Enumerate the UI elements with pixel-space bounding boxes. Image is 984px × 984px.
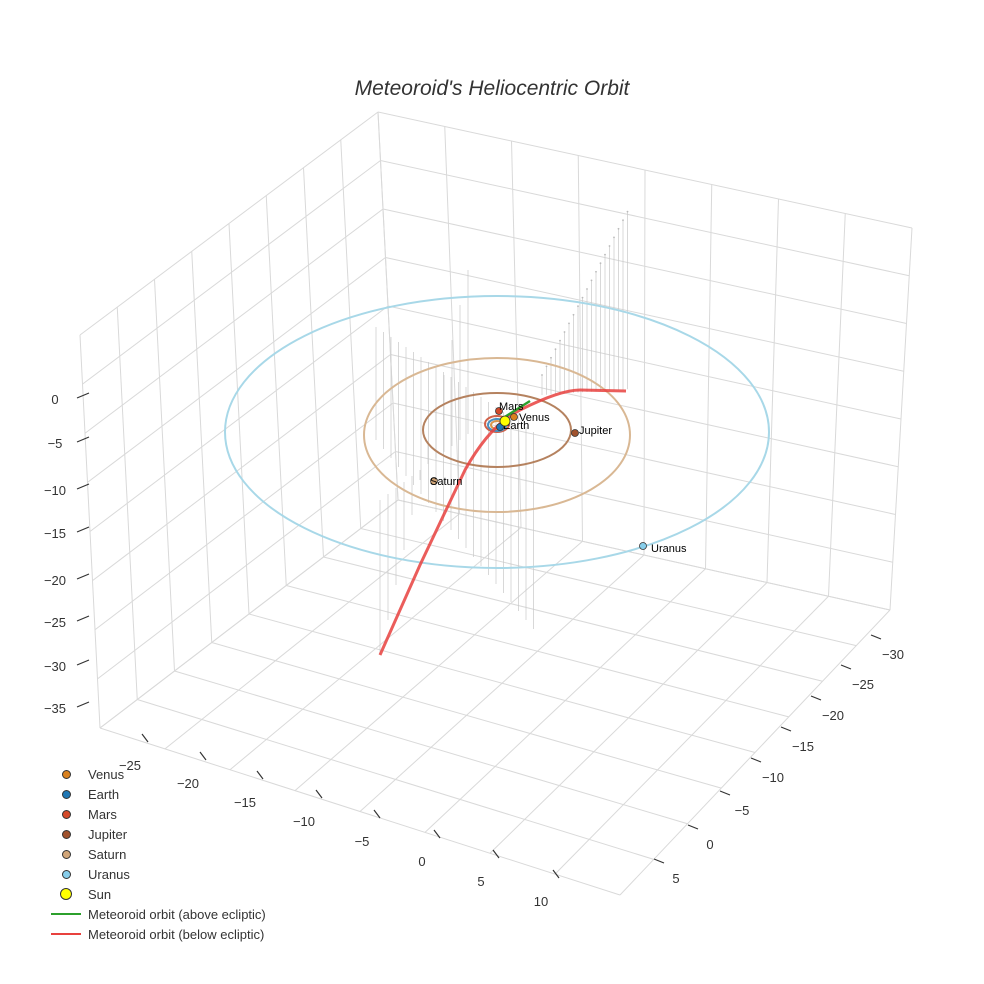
legend-label: Jupiter xyxy=(88,826,128,842)
meteoroid-drop-lines xyxy=(375,210,629,655)
mars-marker xyxy=(495,407,503,415)
legend-symbol xyxy=(44,888,88,900)
y-tick-label: −30 xyxy=(882,647,904,662)
legend-item[interactable]: Saturn xyxy=(44,844,266,864)
venus-label: Venus xyxy=(519,412,550,424)
x-tick-label: −15 xyxy=(234,795,256,810)
legend-item[interactable]: Mars xyxy=(44,804,266,824)
jupiter-marker xyxy=(571,429,579,437)
y-tick-label: −10 xyxy=(762,770,784,785)
planet-orbits xyxy=(224,295,770,569)
legend-symbol xyxy=(44,809,88,819)
legend-item[interactable]: Jupiter xyxy=(44,824,266,844)
z-tick-label: −5 xyxy=(48,436,63,451)
legend-symbol xyxy=(44,769,88,779)
meteoroid-below-line xyxy=(378,388,627,656)
y-tick-label: −20 xyxy=(822,708,844,723)
x-tick-label: 10 xyxy=(534,894,548,909)
legend-label: Mars xyxy=(88,806,117,822)
legend-label: Saturn xyxy=(88,846,127,862)
x-tick-label: 5 xyxy=(477,874,484,889)
y-tick-label: −5 xyxy=(735,803,750,818)
saturn-label: Saturn xyxy=(430,476,462,488)
legend-label: Uranus xyxy=(88,866,130,882)
saturn-marker xyxy=(430,477,438,485)
x-tick-label: 0 xyxy=(418,854,425,869)
legend-item[interactable]: Venus xyxy=(44,764,266,784)
y-tick-label: 0 xyxy=(706,837,713,852)
x-tick-label: −20 xyxy=(177,776,199,791)
axis-ticks: 0 −5 −10 −15 −20 −25 −30 −35 −25 −20 −15 −10 −5 0 5 10 −… xyxy=(44,392,904,909)
uranus-marker xyxy=(639,542,647,550)
chart-title: Meteoroid's Heliocentric Orbit xyxy=(355,77,631,100)
z-tick-label: 0 xyxy=(51,392,58,407)
mars-label: Mars xyxy=(499,401,524,413)
z-tick-label: −15 xyxy=(44,526,66,541)
legend-label: Sun xyxy=(88,886,112,902)
legend-label: Meteoroid orbit (below ecliptic) xyxy=(88,926,265,942)
z-tick-label: −30 xyxy=(44,659,66,674)
legend: Venus Earth Mars Jupiter Saturn Uranus Sun Mete… xyxy=(44,764,266,944)
legend-symbol xyxy=(44,849,88,859)
sun-marker xyxy=(499,415,511,427)
axis-grid xyxy=(79,111,913,896)
legend-item[interactable]: Sun xyxy=(44,884,266,904)
legend-item[interactable]: Earth xyxy=(44,784,266,804)
venus-marker xyxy=(510,413,518,421)
x-tick-label: −10 xyxy=(293,814,315,829)
uranus-label: Uranus xyxy=(651,543,687,555)
legend-label: Earth xyxy=(88,786,120,802)
legend-symbol xyxy=(44,913,88,915)
x-tick-label: −25 xyxy=(119,758,141,773)
legend-symbol xyxy=(44,869,88,879)
legend-label: Meteoroid orbit (above ecliptic) xyxy=(88,906,266,922)
legend-item[interactable]: Meteoroid orbit (above ecliptic) xyxy=(44,904,266,924)
x-tick-label: −5 xyxy=(355,834,370,849)
y-tick-label: 5 xyxy=(672,871,679,886)
y-tick-label: −25 xyxy=(852,677,874,692)
z-tick-label: −20 xyxy=(44,573,66,588)
z-tick-label: −10 xyxy=(44,483,66,498)
z-tick-label: −35 xyxy=(44,701,66,716)
legend-item[interactable]: Uranus xyxy=(44,864,266,884)
legend-label: Venus xyxy=(88,766,125,782)
legend-symbol xyxy=(44,829,88,839)
legend-symbol xyxy=(44,789,88,799)
jupiter-label: Jupiter xyxy=(579,425,612,437)
y-tick-label: −15 xyxy=(792,739,814,754)
z-tick-label: −25 xyxy=(44,615,66,630)
legend-item[interactable]: Meteoroid orbit (below ecliptic) xyxy=(44,924,266,944)
legend-symbol xyxy=(44,933,88,935)
